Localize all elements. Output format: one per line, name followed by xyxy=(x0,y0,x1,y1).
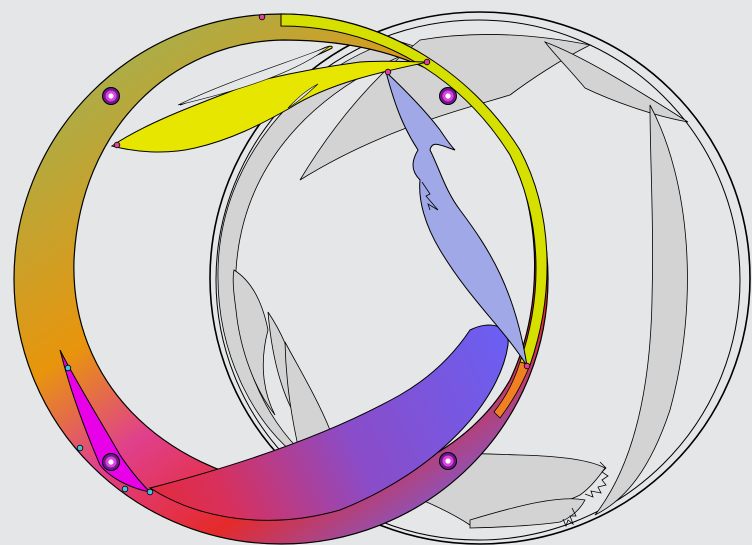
lavender-blade-shape xyxy=(385,70,528,367)
gray-ring-group xyxy=(209,11,751,545)
yellow-flame-gap xyxy=(287,83,319,109)
handle-top-left-icon[interactable] xyxy=(102,87,120,105)
handle-top-right-icon[interactable] xyxy=(439,87,457,105)
gray-frayed-edge xyxy=(562,461,609,528)
gray-spike-top-right xyxy=(543,41,689,123)
node-dot[interactable] xyxy=(523,362,531,370)
node-dot[interactable] xyxy=(258,13,266,21)
gray-ring-inner-outline xyxy=(215,19,741,541)
gray-flare-top xyxy=(299,34,592,181)
gray-ring-outer-outline xyxy=(209,11,751,545)
node-dot[interactable] xyxy=(113,141,121,149)
node-dot[interactable] xyxy=(146,488,154,496)
node-dot[interactable] xyxy=(121,485,129,493)
gray-leaf-left-1 xyxy=(232,269,276,416)
lavender-blade-notch xyxy=(421,181,439,211)
transform-handles xyxy=(102,87,457,471)
node-dot[interactable] xyxy=(76,444,84,452)
node-dot[interactable] xyxy=(64,364,72,372)
yellow-flame-inner-cut xyxy=(177,45,331,106)
handle-bottom-right-icon[interactable] xyxy=(439,452,457,470)
colored-ring-group xyxy=(13,13,549,545)
control-nodes xyxy=(64,13,531,496)
node-dot[interactable] xyxy=(423,58,431,66)
colored-ring-rim-tail xyxy=(493,361,531,419)
node-dot[interactable] xyxy=(384,68,392,76)
handle-bottom-left-icon[interactable] xyxy=(102,453,120,471)
gray-band-right xyxy=(594,104,688,516)
